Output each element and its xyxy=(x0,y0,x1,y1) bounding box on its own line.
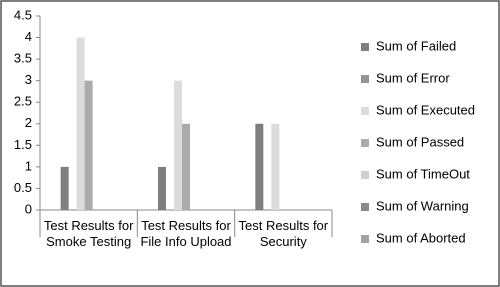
legend-label: Sum of Passed xyxy=(376,134,464,149)
y-tick-label: 2 xyxy=(25,115,32,130)
legend-swatch xyxy=(361,75,369,83)
legend-swatch xyxy=(361,203,369,211)
y-tick-label: 1 xyxy=(25,158,32,173)
legend-label: Sum of Aborted xyxy=(376,230,466,245)
bar xyxy=(255,123,264,210)
legend-label: Sum of Failed xyxy=(376,38,456,53)
bar xyxy=(182,123,190,210)
legend-label: Sum of TimeOut xyxy=(376,166,470,181)
y-tick-label: 0 xyxy=(25,201,32,216)
legend-label: Sum of Warning xyxy=(376,198,469,213)
y-tick-label: 4.5 xyxy=(14,7,32,22)
y-tick-label: 2.5 xyxy=(14,94,32,109)
y-tick-label: 3 xyxy=(25,72,32,87)
legend-label: Sum of Error xyxy=(376,70,450,85)
y-tick-label: 1.5 xyxy=(14,137,32,152)
y-tick-label: 4 xyxy=(25,29,32,44)
legend-swatch xyxy=(361,107,369,115)
legend-swatch xyxy=(361,235,369,243)
x-tick-label: Test Results for File Info Upload xyxy=(140,218,232,249)
legend-label: Sum of Executed xyxy=(376,102,475,117)
bar xyxy=(174,80,182,211)
x-tick-label: Test Results for Smoke Testing xyxy=(43,218,134,249)
bar xyxy=(84,80,93,211)
bar xyxy=(271,123,280,210)
legend-swatch xyxy=(361,43,369,51)
bar xyxy=(158,166,166,210)
bar xyxy=(76,37,85,210)
bar xyxy=(60,166,69,210)
legend-swatch xyxy=(361,139,369,147)
y-tick-label: 3.5 xyxy=(14,51,32,66)
y-tick-label: 0.5 xyxy=(14,180,32,195)
x-tick-label: Test Results for Security xyxy=(238,218,329,249)
legend-swatch xyxy=(361,171,369,179)
